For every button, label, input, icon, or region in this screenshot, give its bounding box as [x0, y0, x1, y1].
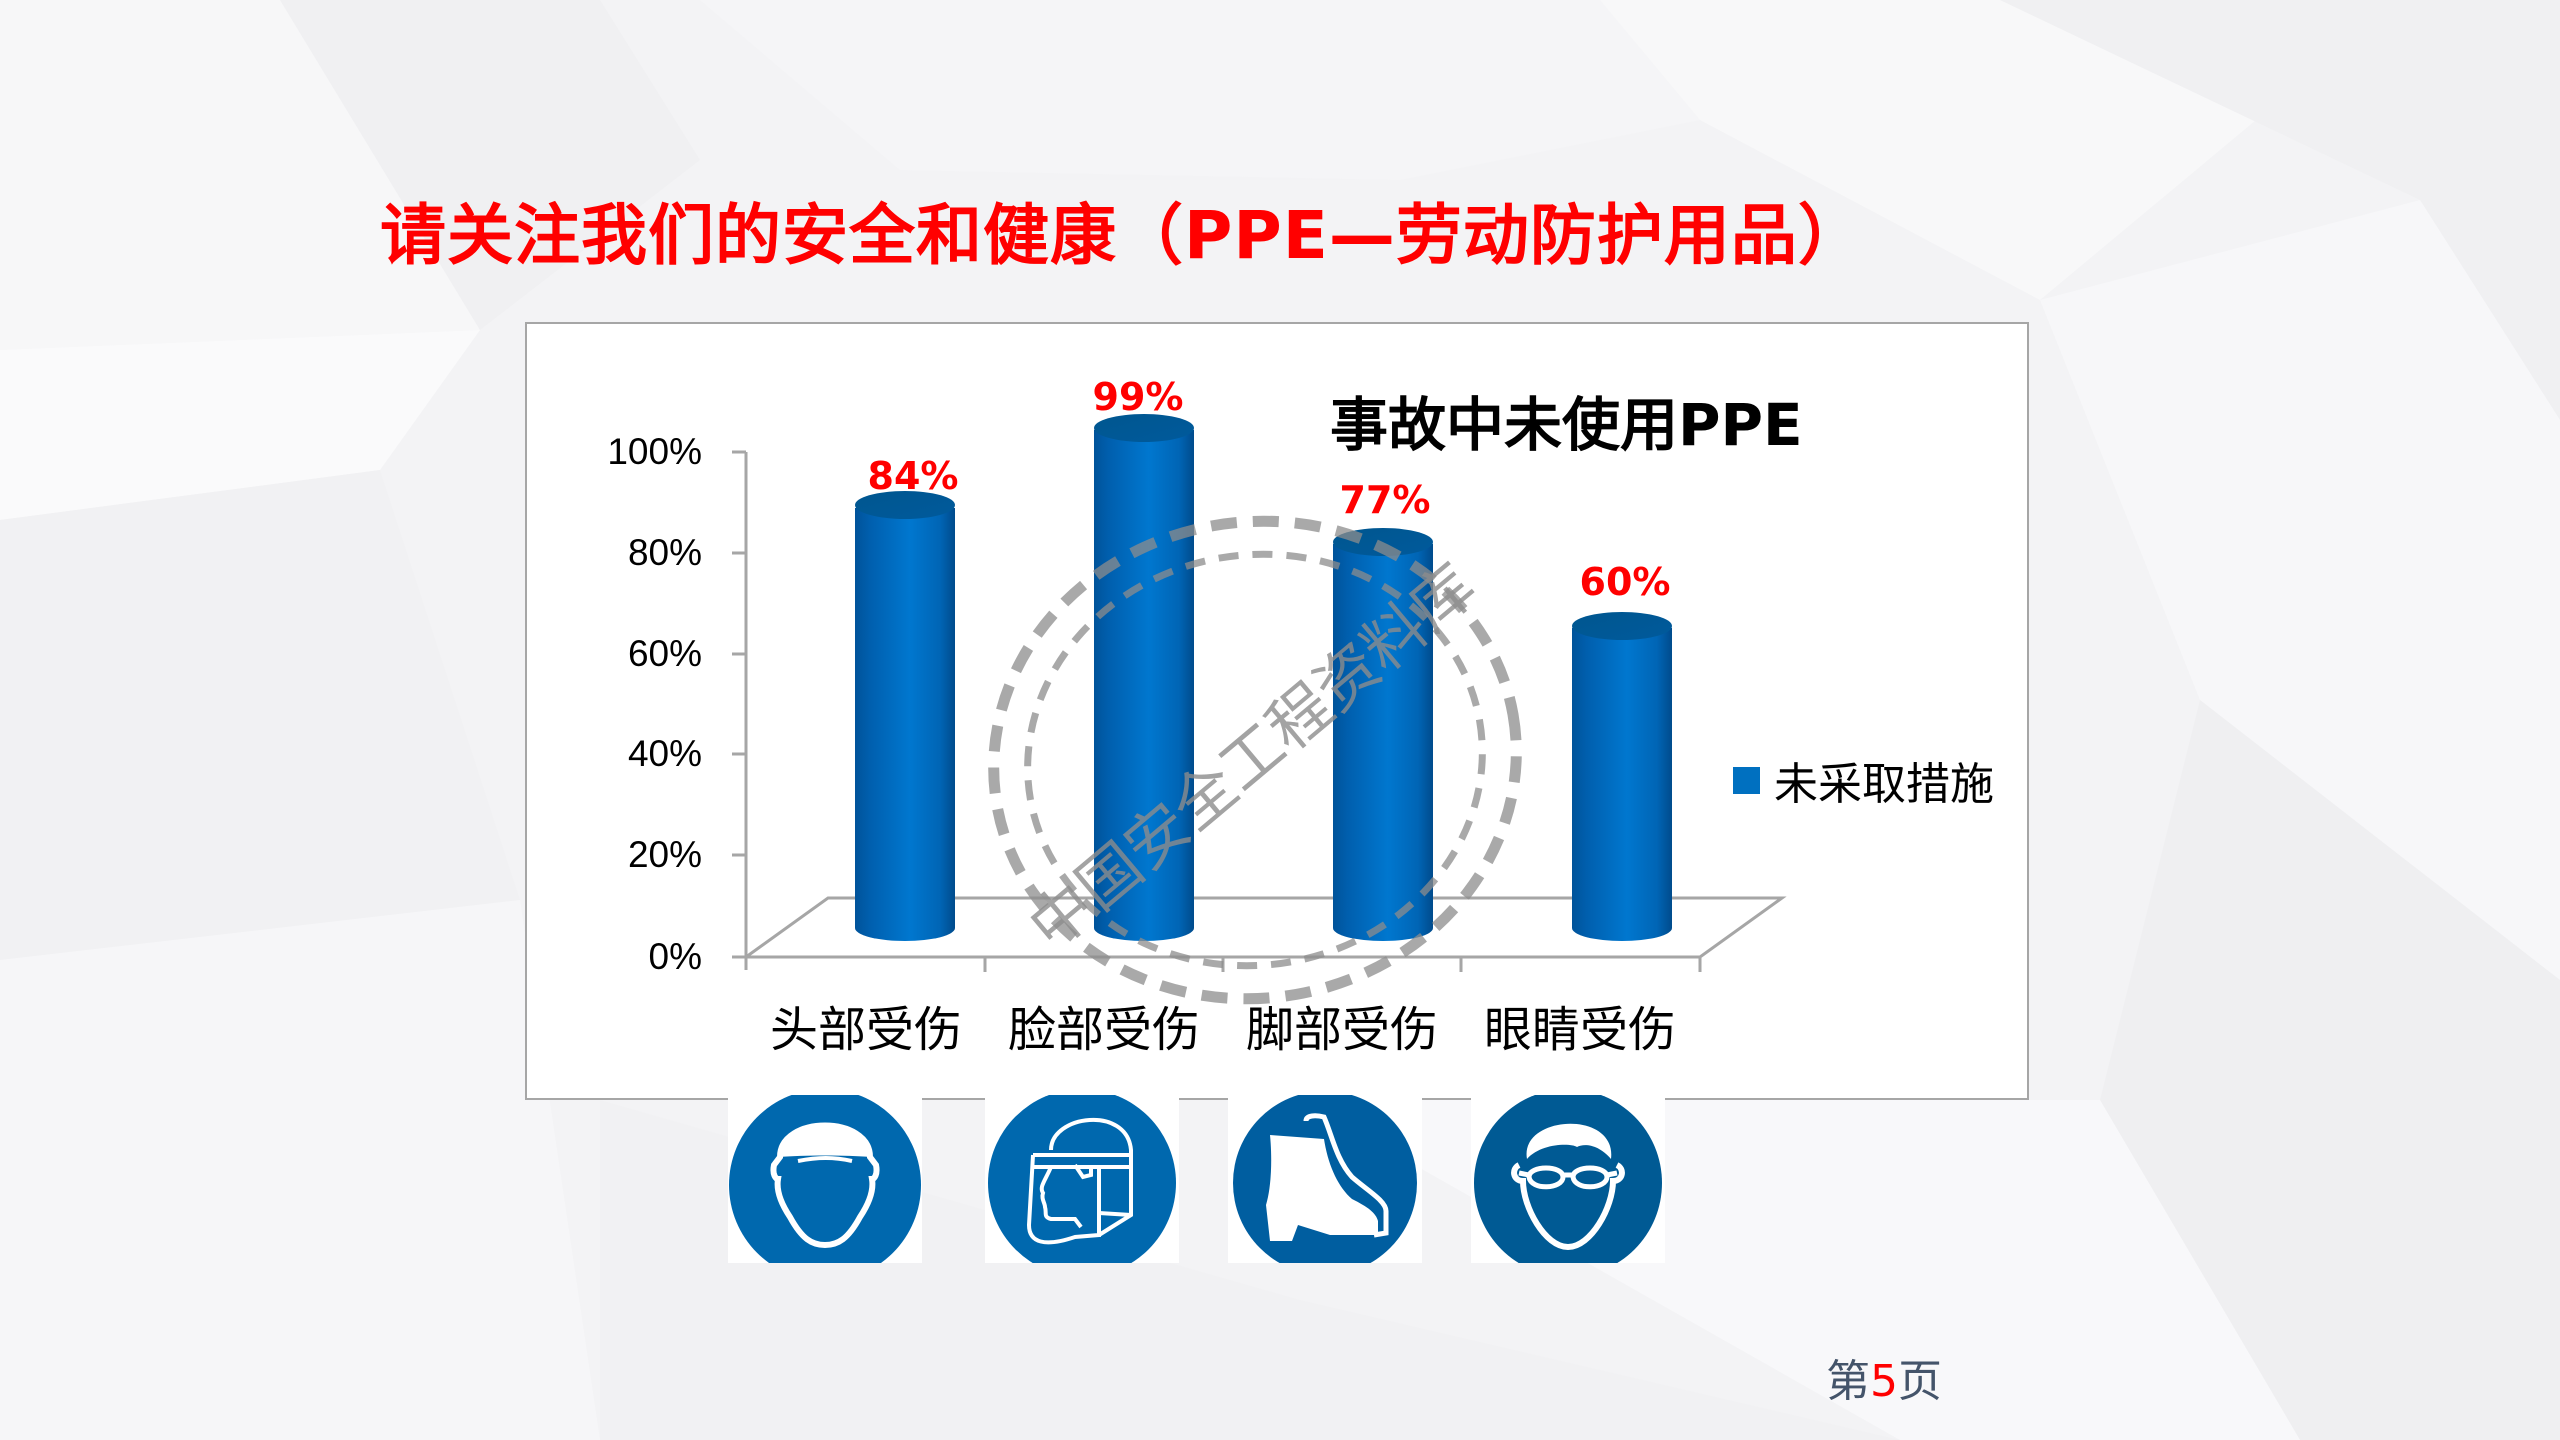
page-prefix: 第: [1826, 1356, 1870, 1407]
page-number-value: 5: [1870, 1356, 1898, 1407]
legend-swatch: [1733, 766, 1760, 794]
y-tick-label: 60%: [627, 633, 702, 674]
category-label: 脸部受伤: [1007, 1002, 1200, 1058]
data-label-face: 99%: [1092, 375, 1184, 419]
slide-title: 请关注我们的安全和健康（PPE—劳动防护用品）: [380, 197, 1865, 274]
y-tick-label: 80%: [627, 532, 702, 573]
data-label-head: 84%: [867, 454, 959, 498]
bar-head-injury: [855, 491, 955, 941]
safety-boot-icon: [1228, 1095, 1422, 1263]
category-label: 头部受伤: [769, 1002, 962, 1058]
y-axis: [732, 450, 748, 970]
bar-face-injury: [1094, 414, 1194, 941]
data-label-eye: 60%: [1579, 560, 1671, 604]
category-label: 脚部受伤: [1245, 1002, 1438, 1058]
page-suffix: 页: [1898, 1356, 1942, 1407]
hard-hat-icon: [728, 1095, 922, 1263]
legend-label: 未采取措施: [1774, 759, 1994, 810]
bar-eye-injury: [1572, 612, 1672, 941]
y-tick-label: 20%: [627, 834, 702, 875]
y-tick-label: 40%: [627, 733, 702, 774]
face-shield-icon: [985, 1095, 1179, 1263]
page-number: 第5页: [1826, 1345, 1942, 1409]
category-label: 眼睛受伤: [1483, 1002, 1676, 1058]
data-label-foot: 77%: [1339, 478, 1431, 522]
y-tick-label: 100%: [607, 431, 702, 472]
chart-title: 事故中未使用PPE: [1330, 391, 1803, 459]
bar-foot-injury: [1333, 528, 1433, 941]
chart-legend: 未采取措施: [1733, 748, 1994, 812]
y-tick-label: 0%: [648, 936, 702, 977]
safety-goggles-icon: [1471, 1095, 1665, 1263]
